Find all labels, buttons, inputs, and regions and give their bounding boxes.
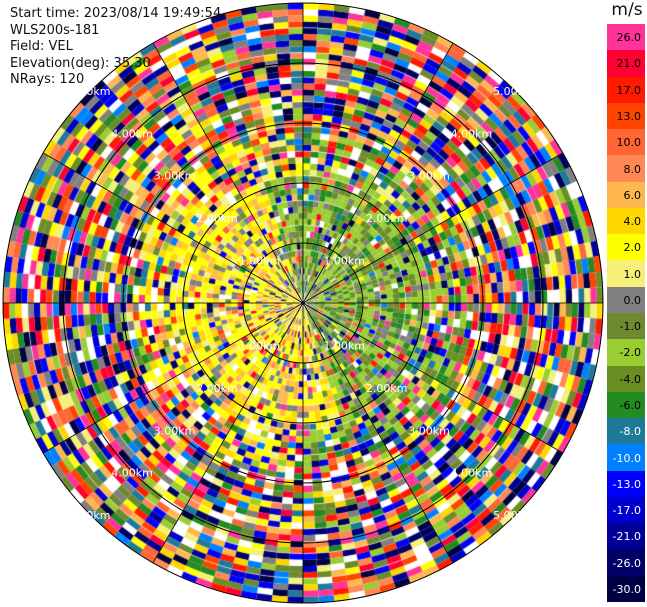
colorbar-tick-label: -2.0 — [619, 346, 641, 360]
range-ring-label: 3.00km — [408, 170, 450, 183]
azimuth-spoke — [302, 302, 454, 564]
colorbar-tick-label: -26.0 — [612, 556, 641, 570]
colorbar-tick-label: -17.0 — [612, 504, 641, 518]
colorbar-swatch — [607, 313, 645, 340]
instrument-label: WLS200s-181 — [10, 22, 100, 38]
colorbar-tick-label: -10.0 — [612, 451, 641, 465]
colorbar-tick-label: -21.0 — [612, 530, 641, 544]
colorbar-swatch — [607, 260, 645, 288]
colorbar-tick-label: 17.0 — [616, 83, 642, 97]
colorbar-swatch — [607, 339, 645, 367]
colorbar-swatch — [607, 470, 645, 498]
range-ring-label: 3.00km — [154, 424, 196, 437]
colorbar-swatch — [607, 365, 645, 393]
range-ring-label: 1.00km — [323, 339, 365, 352]
range-ring-label: 4.00km — [111, 467, 153, 480]
colorbar-swatch — [607, 181, 645, 209]
colorbar-swatch — [607, 102, 645, 130]
colorbar-swatch — [607, 207, 645, 235]
colorbar-swatch — [607, 418, 645, 445]
range-ring-label: 1.00km — [323, 255, 365, 268]
range-ring-label: 5.00km — [493, 85, 535, 98]
colorbar-swatch — [607, 76, 645, 104]
azimuth-spoke — [302, 302, 564, 454]
range-ring-label: 5.00km — [69, 85, 111, 98]
colorbar-tick-label: 4.0 — [623, 215, 642, 229]
colorbar-swatch — [607, 391, 645, 419]
colorbar-swatch — [607, 523, 645, 550]
colorbar-tick-label: 2.0 — [623, 241, 642, 255]
colorbar-tick-label: 21.0 — [616, 57, 642, 71]
range-rings-overlay: 1.00km 1.00km 1.00km 1.00km 2.00km 2.00km 2.00… — [2, 2, 604, 604]
azimuth-spoke — [42, 152, 304, 304]
range-ring-label: 4.00km — [451, 467, 493, 480]
colorbar-tick-label: -8.0 — [619, 425, 641, 439]
colorbar-swatch — [607, 155, 645, 183]
colorbar-tick-label: -30.0 — [612, 582, 641, 596]
azimuth-spoke — [152, 302, 304, 564]
range-ring-label: 3.00km — [408, 424, 450, 437]
range-ring-label: 1.00km — [239, 255, 281, 268]
colorbar-swatch — [607, 444, 645, 472]
range-ring-label: 3.00km — [154, 170, 196, 183]
range-ring-label: 4.00km — [111, 127, 153, 140]
field-label: Field: VEL — [10, 39, 73, 54]
colorbar-tick-label: 1.0 — [623, 267, 642, 281]
elevation-label: Elevation(deg): 35.30 — [10, 55, 151, 71]
colorbar-tick-label: 0.0 — [623, 293, 642, 307]
range-ring-label: 5.00km — [69, 509, 111, 522]
colorbar-tick-label: -4.0 — [619, 372, 641, 386]
azimuth-spoke — [42, 302, 304, 454]
azimuth-spoke — [302, 152, 564, 304]
colorbar-swatch — [607, 286, 645, 314]
range-ring-label: 2.00km — [196, 212, 238, 225]
colorbar: 26.0 21.0 17.0 13.0 10.0 8.0 6.0 4.0 2.0 1.0 0.0 -1… — [607, 24, 647, 603]
colorbar-unit: m/s — [611, 0, 643, 20]
colorbar-swatch — [607, 575, 645, 603]
range-ring-label: 5.00km — [493, 509, 535, 522]
range-ring-label: 2.00km — [366, 212, 408, 225]
range-ring-label: 2.00km — [366, 382, 408, 395]
colorbar-tick-label: 10.0 — [616, 136, 642, 150]
azimuth-spoke — [302, 42, 454, 304]
colorbar-swatch — [607, 24, 645, 51]
scan-info: Start time: 2023/08/14 19:49:54 WLS200s-… — [10, 6, 221, 89]
azimuth-spoke — [152, 42, 304, 304]
nrays-label: NRays: 120 — [10, 72, 85, 87]
colorbar-swatch — [607, 129, 645, 156]
colorbar-tick-label: 6.0 — [623, 188, 642, 202]
start-time-label: Start time: 2023/08/14 19:49:54 — [10, 6, 222, 21]
colorbar-tick-label: 8.0 — [623, 162, 642, 176]
range-ring-label: 4.00km — [451, 127, 493, 140]
colorbar-swatch — [607, 50, 645, 78]
colorbar-swatch — [607, 234, 645, 261]
range-ring-label: 2.00km — [196, 382, 238, 395]
colorbar-tick-label: 26.0 — [616, 31, 642, 45]
colorbar-swatch — [607, 549, 645, 577]
range-ring-label: 1.00km — [239, 339, 281, 352]
colorbar-tick-label: -13.0 — [612, 477, 641, 491]
colorbar-tick-label: -6.0 — [619, 398, 641, 412]
colorbar-tick-label: -1.0 — [619, 320, 641, 334]
colorbar-tick-label: 13.0 — [616, 109, 642, 123]
colorbar-swatch — [607, 496, 645, 524]
